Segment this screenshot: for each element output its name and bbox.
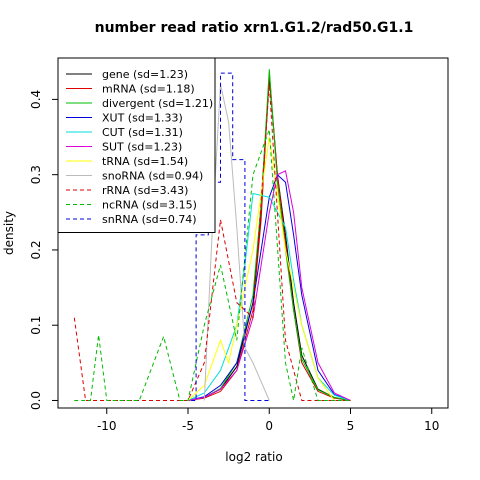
legend-entry-5: SUT (sd=1.23) [102,141,182,154]
series-line-2 [187,69,351,401]
plot-area [73,69,351,401]
series-line-10 [191,72,270,401]
y-tick-label: 0.0 [29,391,43,410]
y-tick-label: 0.4 [29,90,43,109]
x-tick-label: -5 [182,419,194,433]
legend: gene (sd=1.23) mRNA (sd=1.18)divergent (s… [57,57,216,233]
series-line-8 [73,84,351,401]
legend-box [57,57,216,233]
legend-entry-2: divergent (sd=1.21) [102,97,213,110]
series-line-5 [187,170,351,401]
series-line-6 [187,136,335,401]
legend-entry-8: rRNA (sd=3.43) [102,184,188,197]
legend-entry-9: ncRNA (sd=3.15) [102,199,197,212]
x-axis-label: log2 ratio [225,450,282,464]
x-tick-label: 5 [347,419,355,433]
legend-entry-1: mRNA (sd=1.18) [102,83,195,96]
y-tick-label: 0.2 [29,240,43,259]
legend-entry-7: snoRNA (sd=0.94) [102,170,203,183]
y-tick-label: 0.1 [29,316,43,335]
y-tick-label: 0.3 [29,165,43,184]
legend-entry-0: gene (sd=1.23) [102,68,188,81]
legend-entry-4: CUT (sd=1.31) [102,126,183,139]
x-tick-label: 10 [424,419,439,433]
legend-entry-10: snRNA (sd=0.74) [102,213,197,226]
legend-entry-3: XUT (sd=1.33) [102,112,183,125]
chart-title: number read ratio xrn1.G1.2/rad50.G1.1 [95,20,414,36]
legend-entry-6: tRNA (sd=1.54) [102,155,188,168]
axes: -10 -5 0 5 10 0.0 0.1 0.2 0.3 0.4 [29,57,449,433]
x-tick-label: -10 [97,419,117,433]
y-axis-label: density [2,211,16,255]
x-tick-label: 0 [265,419,273,433]
